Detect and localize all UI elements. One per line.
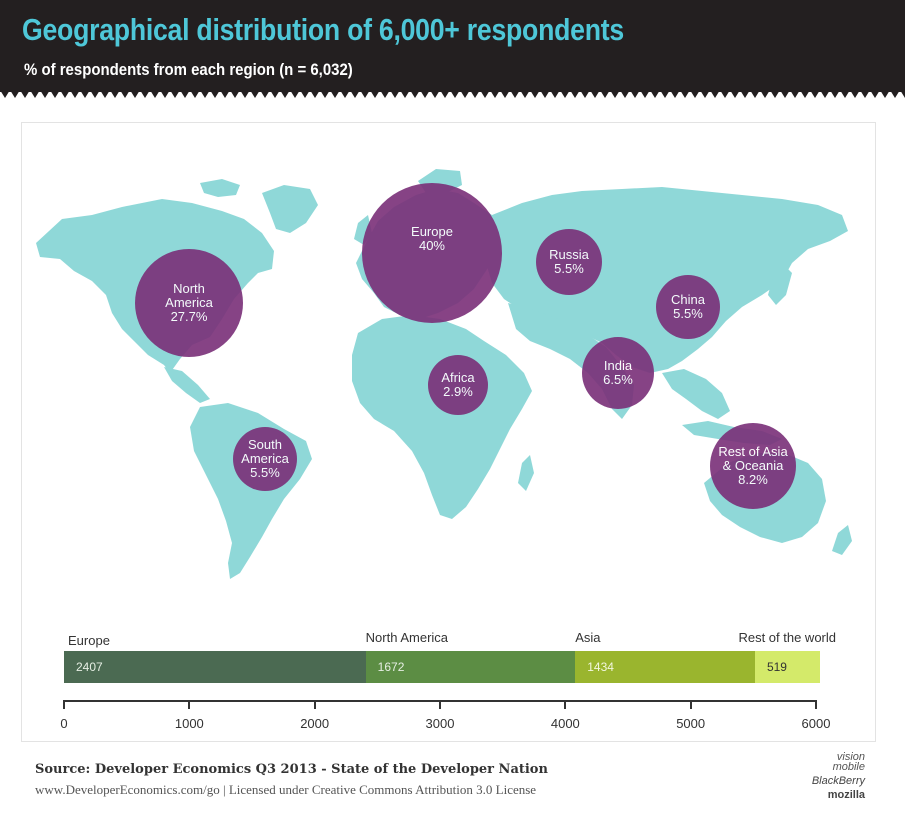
region-value: 5.5% xyxy=(250,465,280,480)
greenland xyxy=(262,185,318,233)
bar-segment[interactable]: 1672 xyxy=(365,651,576,683)
bar-value-label: 2407 xyxy=(76,660,103,674)
madagascar xyxy=(518,455,534,491)
bar-segment[interactable]: 2407 xyxy=(64,651,366,683)
x-axis-tick xyxy=(439,700,441,709)
new-zealand xyxy=(832,525,852,555)
bubble-russia[interactable]: Russia 5.5% xyxy=(536,229,602,295)
x-axis-tick-label: 0 xyxy=(60,716,68,731)
bubble-india[interactable]: India 6.5% xyxy=(582,337,654,409)
region-value: 8.2% xyxy=(738,472,768,487)
blackberry-logo: BlackBerry xyxy=(811,775,865,787)
region-value: 27.7% xyxy=(170,309,208,324)
bubble-south-america[interactable]: South America 5.5% xyxy=(233,427,297,491)
x-axis-tick-label: 1000 xyxy=(174,716,204,731)
bar-value-label: 1672 xyxy=(377,660,405,674)
header-banner: Geographical distribution of 6,000+ resp… xyxy=(0,0,905,98)
region-value: 5.5% xyxy=(673,306,703,321)
canada-islands xyxy=(200,179,240,197)
x-axis-tick xyxy=(689,700,692,709)
x-axis-tick xyxy=(188,700,191,709)
bar-value-label: 519 xyxy=(766,660,787,674)
map-panel: North America 27.7% Europe 40% Russia 5.5% … xyxy=(21,122,876,742)
bubble-china[interactable]: China 5.5% xyxy=(656,275,720,339)
bubble-africa[interactable]: Africa 2.9% xyxy=(428,355,488,415)
bar-segment[interactable]: 1434 xyxy=(575,651,755,683)
region-label: India xyxy=(603,358,633,373)
page-title: Geographical distribution of 6,000+ resp… xyxy=(22,12,624,47)
mozilla-logo: mozilla xyxy=(827,789,865,801)
x-axis-tick xyxy=(63,700,65,709)
bar-segment[interactable]: 519 xyxy=(754,651,820,683)
region-label: Europe xyxy=(411,224,453,239)
page-subtitle: % of respondents from each region (n = 6… xyxy=(24,60,353,79)
x-axis-tick-label: 3000 xyxy=(425,716,455,731)
central-america xyxy=(164,367,210,403)
bar-category-label: Asia xyxy=(575,630,601,645)
bar-value-label: 1434 xyxy=(587,660,614,674)
region-label: Rest of Asia & Oceania xyxy=(718,444,788,473)
x-axis-tick xyxy=(564,700,567,709)
region-value: 6.5% xyxy=(603,372,633,387)
region-value: 5.5% xyxy=(554,261,584,276)
x-axis-tick-label: 4000 xyxy=(550,716,580,731)
bar-category-label: North America xyxy=(365,630,449,645)
region-label: China xyxy=(671,292,705,307)
region-label: Russia xyxy=(549,247,589,262)
bubble-north-america[interactable]: North America 27.7% xyxy=(135,249,243,357)
bar-category-label: Rest of the world xyxy=(738,630,836,645)
x-axis-tick-label: 5000 xyxy=(676,716,706,731)
region-label: North America xyxy=(165,281,213,310)
visionmobile-logo: vision mobile xyxy=(832,751,865,773)
license-text: www.DeveloperEconomics.com/go | Licensed… xyxy=(35,782,537,797)
bubble-rest-of-asia-oceania[interactable]: Rest of Asia & Oceania 8.2% xyxy=(710,423,796,509)
x-axis-tick-label: 6000 xyxy=(801,716,831,731)
southeast-asia xyxy=(662,369,730,419)
region-label: Africa xyxy=(441,370,475,385)
africa-landmass xyxy=(352,315,532,519)
region-label: South America xyxy=(241,437,289,466)
region-value: 2.9% xyxy=(443,384,473,399)
x-axis-tick xyxy=(815,700,817,709)
x-axis-tick-label: 2000 xyxy=(300,716,330,731)
source-text: Source: Developer Economics Q3 2013 - St… xyxy=(35,762,548,777)
region-value: 40% xyxy=(418,238,445,253)
zigzag-edge xyxy=(0,90,905,98)
bubble-europe[interactable]: Europe 40% xyxy=(362,183,502,323)
x-axis-tick xyxy=(313,700,316,709)
japan xyxy=(768,263,792,305)
bar-category-label: Europe xyxy=(68,633,110,648)
